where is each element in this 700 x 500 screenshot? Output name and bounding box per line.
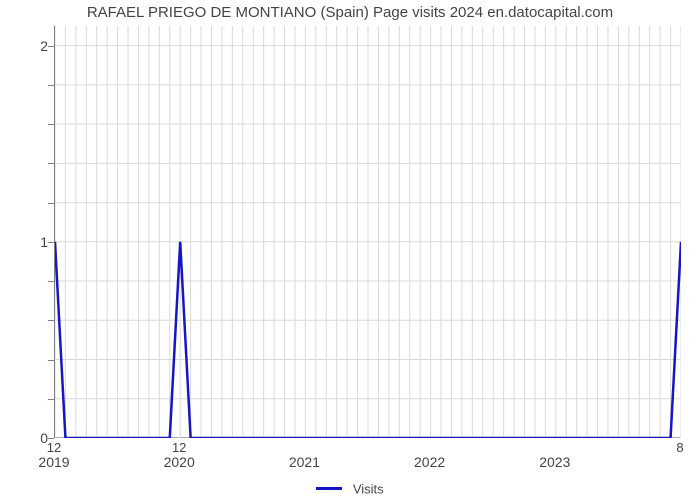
legend-swatch [316,487,342,490]
x-value-label: 8 [676,440,683,455]
legend: Visits [0,480,700,498]
y-minor-tick [48,438,54,439]
y-minor-tick [48,163,54,164]
x-tick-label: 2021 [289,454,320,470]
y-minor-tick [48,46,54,47]
y-tick-label: 1 [40,234,48,250]
x-tick-label: 2023 [539,454,570,470]
y-tick-label: 2 [40,38,48,54]
y-minor-tick [48,360,54,361]
y-minor-tick [48,399,54,400]
x-value-label: 12 [172,440,186,455]
page-visits-chart: RAFAEL PRIEGO DE MONTIANO (Spain) Page v… [0,0,700,500]
y-minor-tick [48,124,54,125]
legend-label: Visits [353,481,384,496]
plot-area [54,26,680,438]
y-minor-tick [48,242,54,243]
chart-title: RAFAEL PRIEGO DE MONTIANO (Spain) Page v… [0,4,700,21]
x-tick-label: 2020 [164,454,195,470]
y-minor-tick [48,85,54,86]
y-minor-tick [48,203,54,204]
series-line [55,26,681,438]
x-tick-label: 2022 [414,454,445,470]
y-minor-tick [48,320,54,321]
x-value-label: 12 [47,440,61,455]
x-tick-label: 2019 [38,454,69,470]
y-minor-tick [48,281,54,282]
